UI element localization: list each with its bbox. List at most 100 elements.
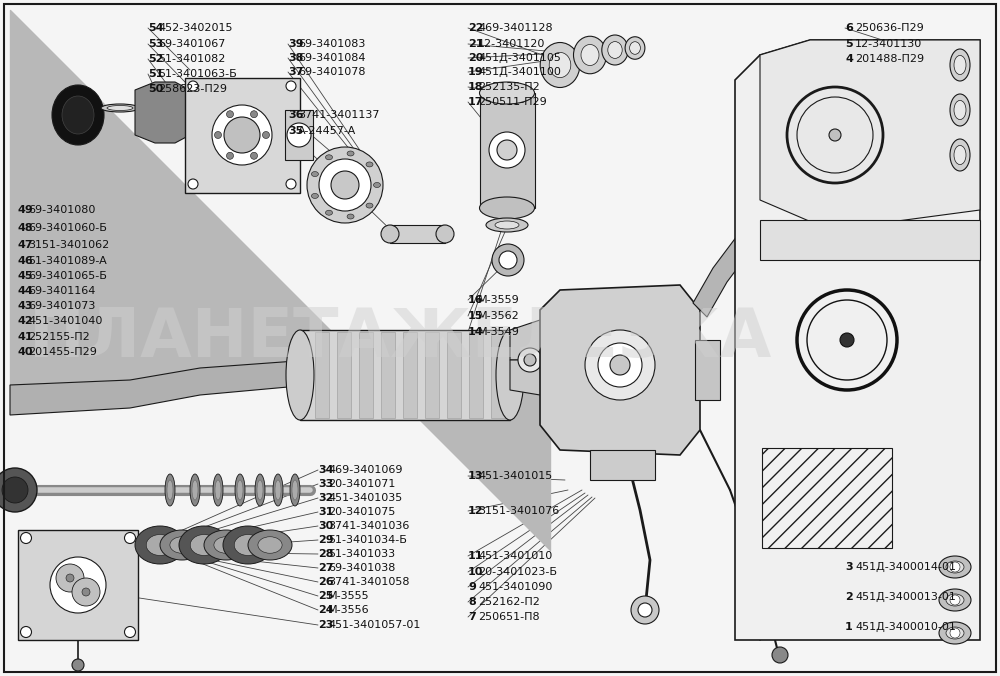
Text: 47: 47 <box>18 240 34 250</box>
Ellipse shape <box>374 183 380 187</box>
Ellipse shape <box>946 561 964 573</box>
Ellipse shape <box>170 537 194 553</box>
Ellipse shape <box>234 535 262 556</box>
Ellipse shape <box>939 589 971 611</box>
Text: 46: 46 <box>18 256 34 266</box>
Text: 451Д-3400013-01: 451Д-3400013-01 <box>855 592 956 602</box>
Circle shape <box>840 333 854 347</box>
Circle shape <box>72 578 100 606</box>
Circle shape <box>188 81 198 91</box>
Ellipse shape <box>255 474 265 506</box>
Ellipse shape <box>574 37 606 74</box>
Circle shape <box>20 627 32 637</box>
Ellipse shape <box>436 225 454 243</box>
Bar <box>359 332 373 418</box>
Text: 451Д-3400014-01: 451Д-3400014-01 <box>855 562 956 572</box>
Text: 38: 38 <box>288 53 303 63</box>
Circle shape <box>950 595 960 605</box>
Ellipse shape <box>275 480 281 500</box>
Bar <box>390 225 445 243</box>
Text: 32: 32 <box>318 493 333 503</box>
Circle shape <box>638 603 652 617</box>
Ellipse shape <box>237 480 243 500</box>
Ellipse shape <box>101 104 139 112</box>
Polygon shape <box>510 320 555 360</box>
Circle shape <box>331 171 359 199</box>
Text: 11: 11 <box>468 551 484 561</box>
Text: 451Д-3401105: 451Д-3401105 <box>478 53 561 63</box>
Text: 69-3401164: 69-3401164 <box>28 286 95 296</box>
Circle shape <box>226 111 234 118</box>
Ellipse shape <box>52 85 104 145</box>
Ellipse shape <box>107 105 133 110</box>
Text: 36: 36 <box>288 110 304 120</box>
Bar <box>695 340 720 400</box>
Ellipse shape <box>192 480 198 500</box>
Circle shape <box>497 140 517 160</box>
Circle shape <box>499 251 517 269</box>
Polygon shape <box>10 354 550 415</box>
Bar <box>403 332 417 418</box>
Circle shape <box>950 562 960 572</box>
Ellipse shape <box>946 594 964 606</box>
Text: 7: 7 <box>468 612 476 622</box>
Text: 42: 42 <box>18 316 34 326</box>
Polygon shape <box>760 40 980 230</box>
Ellipse shape <box>273 474 283 506</box>
Text: 12-3401120: 12-3401120 <box>478 39 545 49</box>
Bar <box>762 448 892 548</box>
Text: 39: 39 <box>288 39 304 49</box>
Ellipse shape <box>215 480 221 500</box>
Polygon shape <box>510 360 555 395</box>
Text: 40: 40 <box>18 347 34 357</box>
Text: 44: 44 <box>18 286 34 296</box>
Text: М-3549: М-3549 <box>478 327 520 337</box>
Ellipse shape <box>190 474 200 506</box>
Ellipse shape <box>480 82 534 104</box>
Text: 23: 23 <box>318 620 333 630</box>
Circle shape <box>214 132 222 139</box>
Text: 1: 1 <box>845 622 853 632</box>
Ellipse shape <box>248 530 292 560</box>
Text: 69-3401067: 69-3401067 <box>158 39 225 49</box>
Text: ПЛАНЕТА⁠ЖЕЛЕЗКА: ПЛАНЕТА⁠ЖЕЛЕЗКА <box>29 305 771 371</box>
Text: 52: 52 <box>148 54 163 64</box>
Text: 33: 33 <box>318 479 333 489</box>
Polygon shape <box>135 82 190 143</box>
Ellipse shape <box>602 35 628 65</box>
Ellipse shape <box>204 530 248 560</box>
Circle shape <box>610 355 630 375</box>
Circle shape <box>66 574 74 582</box>
Circle shape <box>262 132 270 139</box>
Ellipse shape <box>496 330 524 420</box>
Text: 48: 48 <box>18 223 34 233</box>
Circle shape <box>585 330 655 400</box>
Circle shape <box>518 348 542 372</box>
Text: 10: 10 <box>468 567 483 577</box>
Text: 201488-П29: 201488-П29 <box>855 54 924 64</box>
Text: 12-3401130: 12-3401130 <box>855 39 922 49</box>
Text: 3151-3401062: 3151-3401062 <box>28 240 109 250</box>
Ellipse shape <box>326 210 332 215</box>
Ellipse shape <box>347 214 354 219</box>
Bar <box>760 220 980 260</box>
Text: 49: 49 <box>18 205 34 215</box>
Text: 6: 6 <box>845 23 853 33</box>
Bar <box>285 110 313 160</box>
Ellipse shape <box>213 474 223 506</box>
Ellipse shape <box>954 145 966 164</box>
Text: 35: 35 <box>288 126 303 136</box>
Text: 13: 13 <box>468 471 483 481</box>
Text: 451-3401090: 451-3401090 <box>478 582 552 592</box>
Ellipse shape <box>235 474 245 506</box>
Ellipse shape <box>950 49 970 81</box>
Circle shape <box>319 159 371 211</box>
Ellipse shape <box>625 37 645 59</box>
Ellipse shape <box>381 225 399 243</box>
Bar <box>300 330 510 420</box>
Text: М-3555: М-3555 <box>328 591 370 601</box>
Ellipse shape <box>630 42 640 54</box>
Polygon shape <box>808 63 907 162</box>
Ellipse shape <box>62 96 94 134</box>
Text: М-3562: М-3562 <box>478 311 520 321</box>
